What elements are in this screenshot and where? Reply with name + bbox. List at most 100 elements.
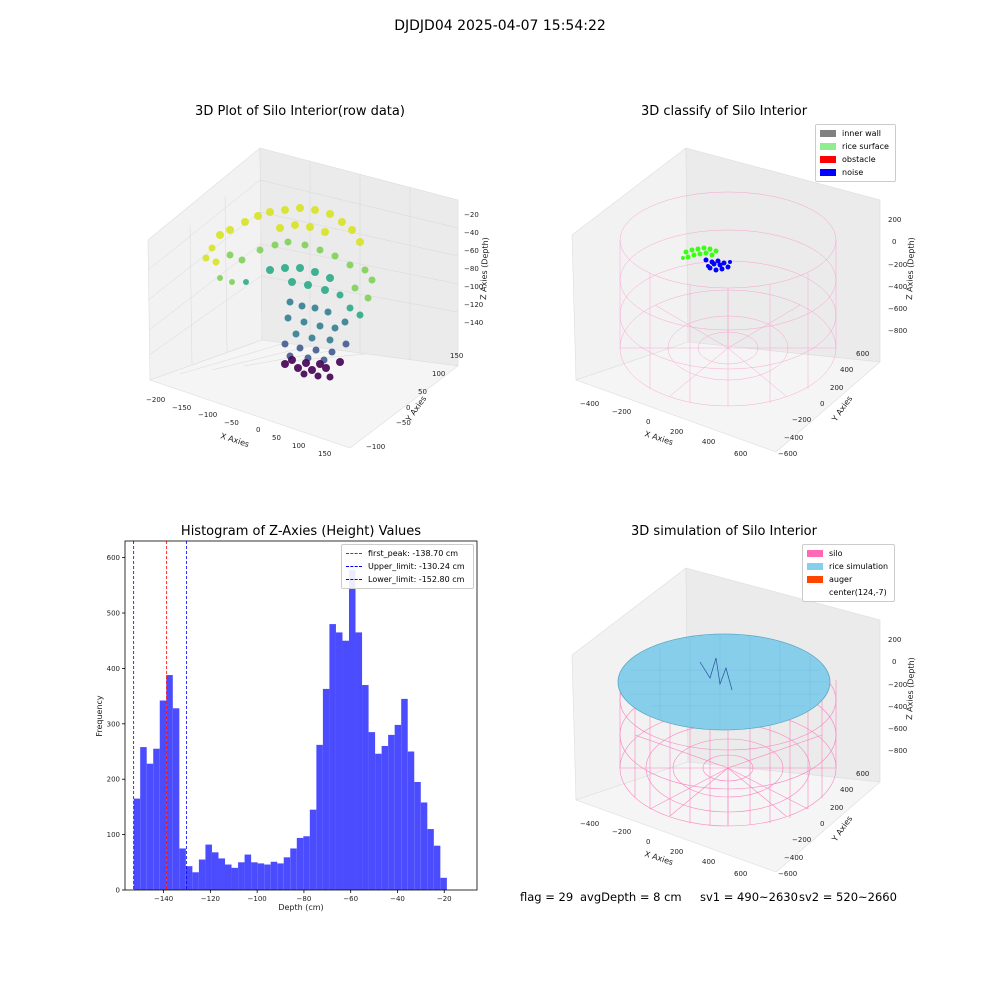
histogram-bar bbox=[179, 848, 186, 890]
lower-limit-line-swatch bbox=[346, 579, 362, 580]
histogram-frame bbox=[124, 540, 478, 891]
histogram-x-tick-label: −60 bbox=[343, 895, 358, 903]
svg-text:−200: −200 bbox=[146, 396, 165, 404]
histogram-x-tick-label: −80 bbox=[297, 895, 312, 903]
classify-y-ticks: −600 −400 −200 0 200 400 600 bbox=[778, 350, 869, 458]
histogram-bar bbox=[225, 864, 232, 890]
legend-item-noise: noise bbox=[820, 166, 891, 179]
histogram-bar bbox=[303, 836, 310, 890]
svg-text:600: 600 bbox=[856, 770, 869, 778]
svg-text:−400: −400 bbox=[580, 820, 599, 828]
histogram-bar bbox=[433, 845, 441, 890]
svg-text:−800: −800 bbox=[888, 747, 907, 755]
histogram-bars bbox=[133, 569, 447, 890]
histogram-bar bbox=[407, 751, 415, 890]
svg-text:100: 100 bbox=[292, 442, 305, 450]
histogram-y-label: Frequency bbox=[95, 695, 104, 737]
histogram-chart: −140 −120 −100 −80 −60 −40 −20 0 100 200 300 400 50… bbox=[95, 540, 478, 912]
simulation-3d-plot: −400 −200 0 200 400 600 X Axies −600 −40… bbox=[571, 567, 916, 878]
histogram-bar bbox=[270, 861, 278, 890]
raw-point-cloud bbox=[202, 204, 376, 381]
histogram-bar bbox=[362, 685, 369, 890]
svg-text:400: 400 bbox=[840, 786, 853, 794]
classify-z-ticks: 200 0 −200 −400 −600 −800 bbox=[888, 216, 907, 335]
svg-text:−400: −400 bbox=[888, 283, 907, 291]
histogram-y-ticks: 0 100 200 300 400 500 600 bbox=[107, 554, 125, 895]
histogram-y-tick-label: 300 bbox=[107, 720, 120, 728]
histogram-bar bbox=[440, 877, 447, 890]
histogram-y-tick-label: 500 bbox=[107, 610, 120, 618]
histogram-bar bbox=[166, 675, 173, 890]
obstacle-swatch bbox=[820, 156, 836, 163]
raw-3d-plot: −200 −150 −100 −50 0 50 100 150 X Axies … bbox=[146, 147, 490, 458]
svg-text:400: 400 bbox=[702, 438, 715, 446]
legend-item-rice-simulation: rice simulation bbox=[807, 560, 890, 573]
svg-text:150: 150 bbox=[450, 352, 463, 360]
histogram-bar bbox=[283, 857, 291, 890]
silo-swatch bbox=[807, 550, 823, 557]
svg-text:−20: −20 bbox=[464, 211, 479, 219]
svg-text:200: 200 bbox=[670, 428, 683, 436]
svg-text:0: 0 bbox=[820, 820, 824, 828]
histogram-x-tick-label: −20 bbox=[437, 895, 452, 903]
svg-text:−400: −400 bbox=[888, 703, 907, 711]
histogram-y-tick-label: 400 bbox=[107, 665, 120, 673]
svg-text:−400: −400 bbox=[784, 434, 803, 442]
histogram-bar bbox=[296, 837, 304, 890]
histogram-bar bbox=[277, 863, 284, 890]
svg-text:200: 200 bbox=[888, 216, 901, 224]
histogram-bar bbox=[205, 844, 212, 890]
histogram-bar bbox=[348, 569, 356, 890]
histogram-bar bbox=[172, 708, 180, 890]
histogram-bar bbox=[329, 624, 336, 890]
histogram-x-tick-label: −40 bbox=[390, 895, 405, 903]
classify-3d-plot: −400 −200 0 200 400 600 X Axies −600 −40… bbox=[571, 147, 916, 458]
rice-surface-swatch bbox=[820, 143, 836, 150]
legend-item-first-peak: first_peak: -138.70 cm bbox=[346, 547, 469, 560]
histogram-bar bbox=[251, 862, 258, 890]
raw-plot-title: 3D Plot of Silo Interior(row data) bbox=[195, 104, 405, 119]
svg-text:0: 0 bbox=[406, 404, 410, 412]
first-peak-line-swatch bbox=[346, 553, 362, 554]
svg-text:−600: −600 bbox=[778, 870, 797, 878]
classify-3d-box bbox=[571, 147, 881, 453]
rice-simulation-swatch bbox=[807, 563, 823, 570]
raw-z-ticks: −20 −40 −60 −80 −100 −120 −140 bbox=[464, 211, 483, 327]
simulation-z-label: Z Axies (Depth) bbox=[905, 657, 916, 720]
histogram-bar bbox=[185, 866, 193, 890]
histogram-bar bbox=[427, 829, 434, 890]
svg-text:0: 0 bbox=[646, 838, 650, 846]
histogram-bar bbox=[140, 747, 147, 890]
simulation-rice-surface bbox=[617, 633, 831, 731]
svg-text:200: 200 bbox=[670, 848, 683, 856]
raw-x-ticks: −200 −150 −100 −50 0 50 100 150 bbox=[146, 396, 331, 458]
svg-text:−60: −60 bbox=[464, 247, 479, 255]
classify-legend: inner wall rice surface obstacle noise bbox=[815, 124, 896, 182]
sv1-readout: sv1 = 490~2630 bbox=[700, 890, 798, 904]
svg-text:−200: −200 bbox=[612, 828, 631, 836]
histogram-bar bbox=[394, 724, 402, 890]
sv2-readout: sv2 = 520~2660 bbox=[799, 890, 897, 904]
svg-text:0: 0 bbox=[892, 238, 896, 246]
histogram-y-tick-label: 600 bbox=[107, 554, 120, 562]
svg-text:0: 0 bbox=[256, 426, 260, 434]
simulation-y-ticks: −600 −400 −200 0 200 400 600 bbox=[778, 770, 869, 878]
histogram-y-tick-label: 100 bbox=[107, 831, 120, 839]
svg-text:−50: −50 bbox=[396, 419, 411, 427]
histogram-bar bbox=[290, 848, 297, 890]
histogram-bar bbox=[159, 700, 167, 890]
svg-text:−600: −600 bbox=[888, 725, 907, 733]
histogram-x-tick-label: −120 bbox=[201, 895, 220, 903]
histogram-x-tick-label: −100 bbox=[248, 895, 267, 903]
center-swatch bbox=[807, 589, 823, 596]
simulation-plot-title: 3D simulation of Silo Interior bbox=[631, 524, 817, 539]
histogram-bar bbox=[153, 748, 160, 890]
svg-text:−200: −200 bbox=[792, 836, 811, 844]
svg-text:200: 200 bbox=[830, 804, 843, 812]
raw-x-label: X Axies bbox=[219, 431, 250, 449]
histogram-title: Histogram of Z-Axies (Height) Values bbox=[180, 524, 422, 539]
svg-text:200: 200 bbox=[888, 636, 901, 644]
histogram-bar bbox=[133, 798, 141, 890]
svg-text:−80: −80 bbox=[464, 265, 479, 273]
simulation-x-ticks: −400 −200 0 200 400 600 bbox=[580, 820, 747, 878]
